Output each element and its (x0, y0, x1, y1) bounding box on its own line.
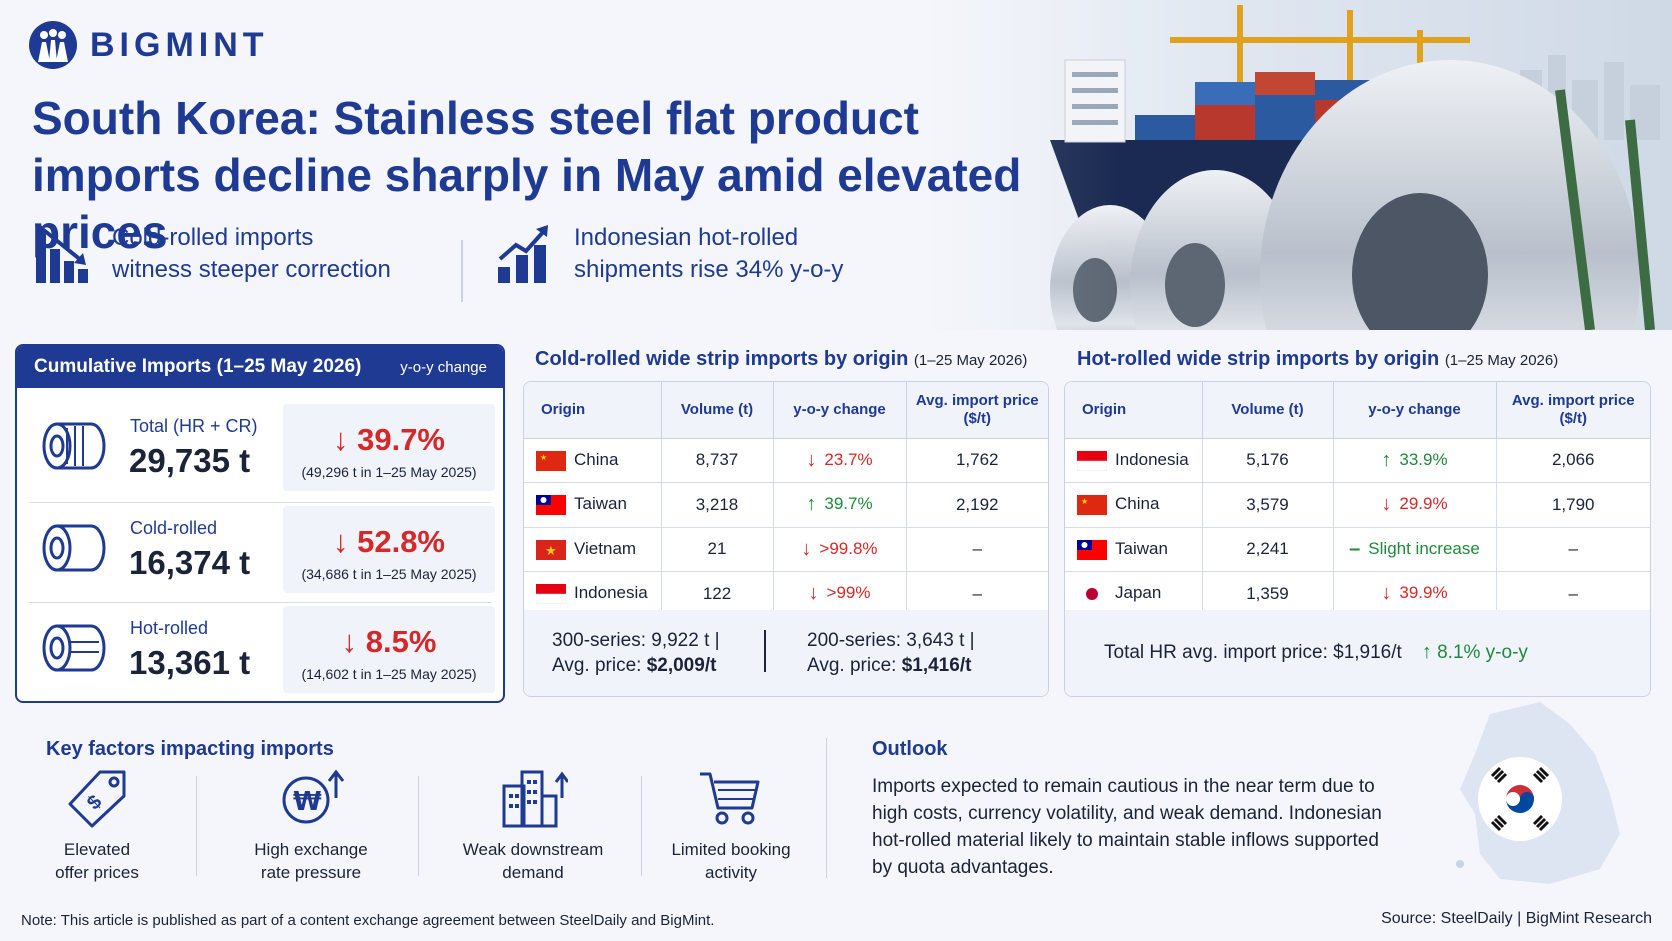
svg-text:₩: ₩ (293, 787, 322, 817)
bar-chart-up-icon (498, 225, 548, 283)
hero-banner (0, 0, 1672, 330)
highlight-cold-rolled: Cold-rolled imports witness steeper corr… (34, 222, 391, 286)
south-korea-map-icon (1456, 702, 1620, 884)
dash-icon: – (1349, 537, 1361, 560)
svg-text:★: ★ (540, 453, 547, 462)
footnote: Note: This article is published as part … (21, 912, 715, 929)
arrow-up-icon: ↑ (806, 493, 817, 516)
change-percent: ↓ 8.5% (341, 624, 437, 659)
table-row: ★ China 3,579 ↓ 29.9% 1,790 (1065, 482, 1650, 528)
arrow-down-icon: ↓ (801, 537, 812, 560)
divider (29, 602, 491, 603)
change-percent: ↓ 39.7% (332, 422, 445, 457)
hot-rolled-table: Origin Volume (t) y-o-y change Avg. impo… (1065, 382, 1650, 617)
table-row: Taiwan 2,241 – Slight increase – (1065, 527, 1650, 572)
svg-text:★: ★ (545, 543, 557, 558)
won-currency-icon: ₩ (282, 769, 345, 824)
china-flag-icon: ★ (536, 450, 566, 471)
cold-rolled-table: Origin Volume (t) y-o-y change Avg. impo… (524, 382, 1048, 617)
key-factor-demand: Weak downstream demand (443, 768, 623, 884)
cold-rolled-title: Cold-rolled wide strip imports by origin… (535, 348, 1028, 370)
japan-flag-icon (1077, 584, 1107, 604)
steel-coil-icon (42, 624, 106, 672)
divider (418, 776, 419, 876)
key-factor-booking: Limited booking activity (641, 768, 821, 884)
cumulative-row-total: Total (HR + CR) 29,735 t ↓ 39.7% (49,296… (17, 396, 503, 499)
series-200-summary: 200-series: 3,643 t | Avg. price: $1,416… (807, 630, 975, 676)
table-row: Indonesia 122 ↓ >99% – (524, 571, 1048, 617)
svg-text:★: ★ (1081, 497, 1088, 506)
table-row: ★ Vietnam 21 ↓ >99.8% – (524, 527, 1048, 572)
arrow-down-icon: ↓ (1381, 582, 1392, 605)
outlook-title: Outlook (872, 738, 948, 760)
divider (764, 630, 766, 672)
brand-logo: BIGMINT (28, 20, 269, 70)
arrow-up-icon: ↑ (1381, 448, 1392, 471)
table-header-row: Origin Volume (t) y-o-y change Avg. impo… (1065, 382, 1650, 439)
divider (29, 502, 491, 503)
hot-rolled-total-summary: Total HR avg. import price: $1,916/t ↑ 8… (1065, 610, 1650, 696)
bigmint-logo-icon (29, 21, 77, 69)
cold-rolled-series-summary: 300-series: 9,922 t | Avg. price: $2,009… (524, 610, 1048, 696)
cumulative-imports-panel: Cumulative Imports (1–25 May 2026) y-o-y… (15, 344, 505, 703)
arrow-down-icon: ↓ (806, 448, 817, 471)
vietnam-flag-icon: ★ (536, 539, 566, 560)
price-tag-icon: $ (68, 770, 126, 828)
korea-flag-icon (1478, 757, 1562, 841)
taiwan-flag-icon (536, 495, 566, 515)
highlight-divider (461, 240, 463, 302)
table-row: Taiwan 3,218 ↑ 39.7% 2,192 (524, 482, 1048, 528)
indonesia-flag-icon (1077, 450, 1107, 471)
brand-name: BIGMINT (90, 25, 269, 64)
series-300-summary: 300-series: 9,922 t | Avg. price: $2,009… (552, 630, 720, 676)
arrow-down-icon: ↓ (808, 582, 819, 605)
source-credit: Source: SteelDaily | BigMint Research (1381, 910, 1652, 927)
change-percent: ↓ 52.8% (332, 524, 445, 559)
table-row: ★ China 8,737 ↓ 23.7% 1,762 (524, 438, 1048, 483)
page-title: South Korea: Stainless steel flat produc… (32, 92, 1022, 258)
cumulative-header: Cumulative Imports (1–25 May 2026) y-o-y… (17, 346, 503, 388)
table-header-row: Origin Volume (t) y-o-y change Avg. impo… (524, 382, 1048, 439)
key-factors-title: Key factors impacting imports (46, 738, 334, 760)
svg-text:$: $ (83, 791, 106, 814)
key-factor-prices: $ Elevated offer prices (7, 768, 187, 884)
cumulative-row-hot-rolled: Hot-rolled 13,361 t ↓ 8.5% (14,602 t in … (17, 598, 503, 701)
divider (196, 776, 197, 876)
port-and-steel-coils-illustration (0, 0, 1672, 330)
arrow-down-icon: ↓ (1381, 493, 1392, 516)
china-flag-icon: ★ (1077, 495, 1107, 515)
steel-coil-icon (42, 524, 106, 572)
cumulative-row-cold-rolled: Cold-rolled 16,374 t ↓ 52.8% (34,686 t i… (17, 498, 503, 601)
buildings-icon (502, 770, 568, 828)
highlight-indonesian-hr: Indonesian hot-rolled shipments rise 34%… (496, 222, 843, 286)
hot-rolled-table-card: Origin Volume (t) y-o-y change Avg. impo… (1064, 381, 1651, 697)
divider (641, 776, 642, 876)
indonesia-flag-icon (536, 584, 566, 604)
arrow-up-icon: ↑ (1421, 641, 1432, 663)
steel-coil-icon (42, 422, 106, 470)
table-row: Indonesia 5,176 ↑ 33.9% 2,066 (1065, 438, 1650, 483)
bar-chart-down-icon (36, 225, 88, 283)
shopping-cart-icon (700, 772, 760, 825)
taiwan-flag-icon (1077, 539, 1107, 560)
hot-rolled-title: Hot-rolled wide strip imports by origin … (1077, 348, 1559, 370)
cold-rolled-table-card: Origin Volume (t) y-o-y change Avg. impo… (523, 381, 1049, 697)
key-factor-exchange: ₩ High exchange rate pressure (221, 768, 401, 884)
table-row: Japan 1,359 ↓ 39.9% – (1065, 571, 1650, 617)
outlook-text: Imports expected to remain cautious in t… (872, 776, 1382, 878)
divider (826, 738, 827, 878)
